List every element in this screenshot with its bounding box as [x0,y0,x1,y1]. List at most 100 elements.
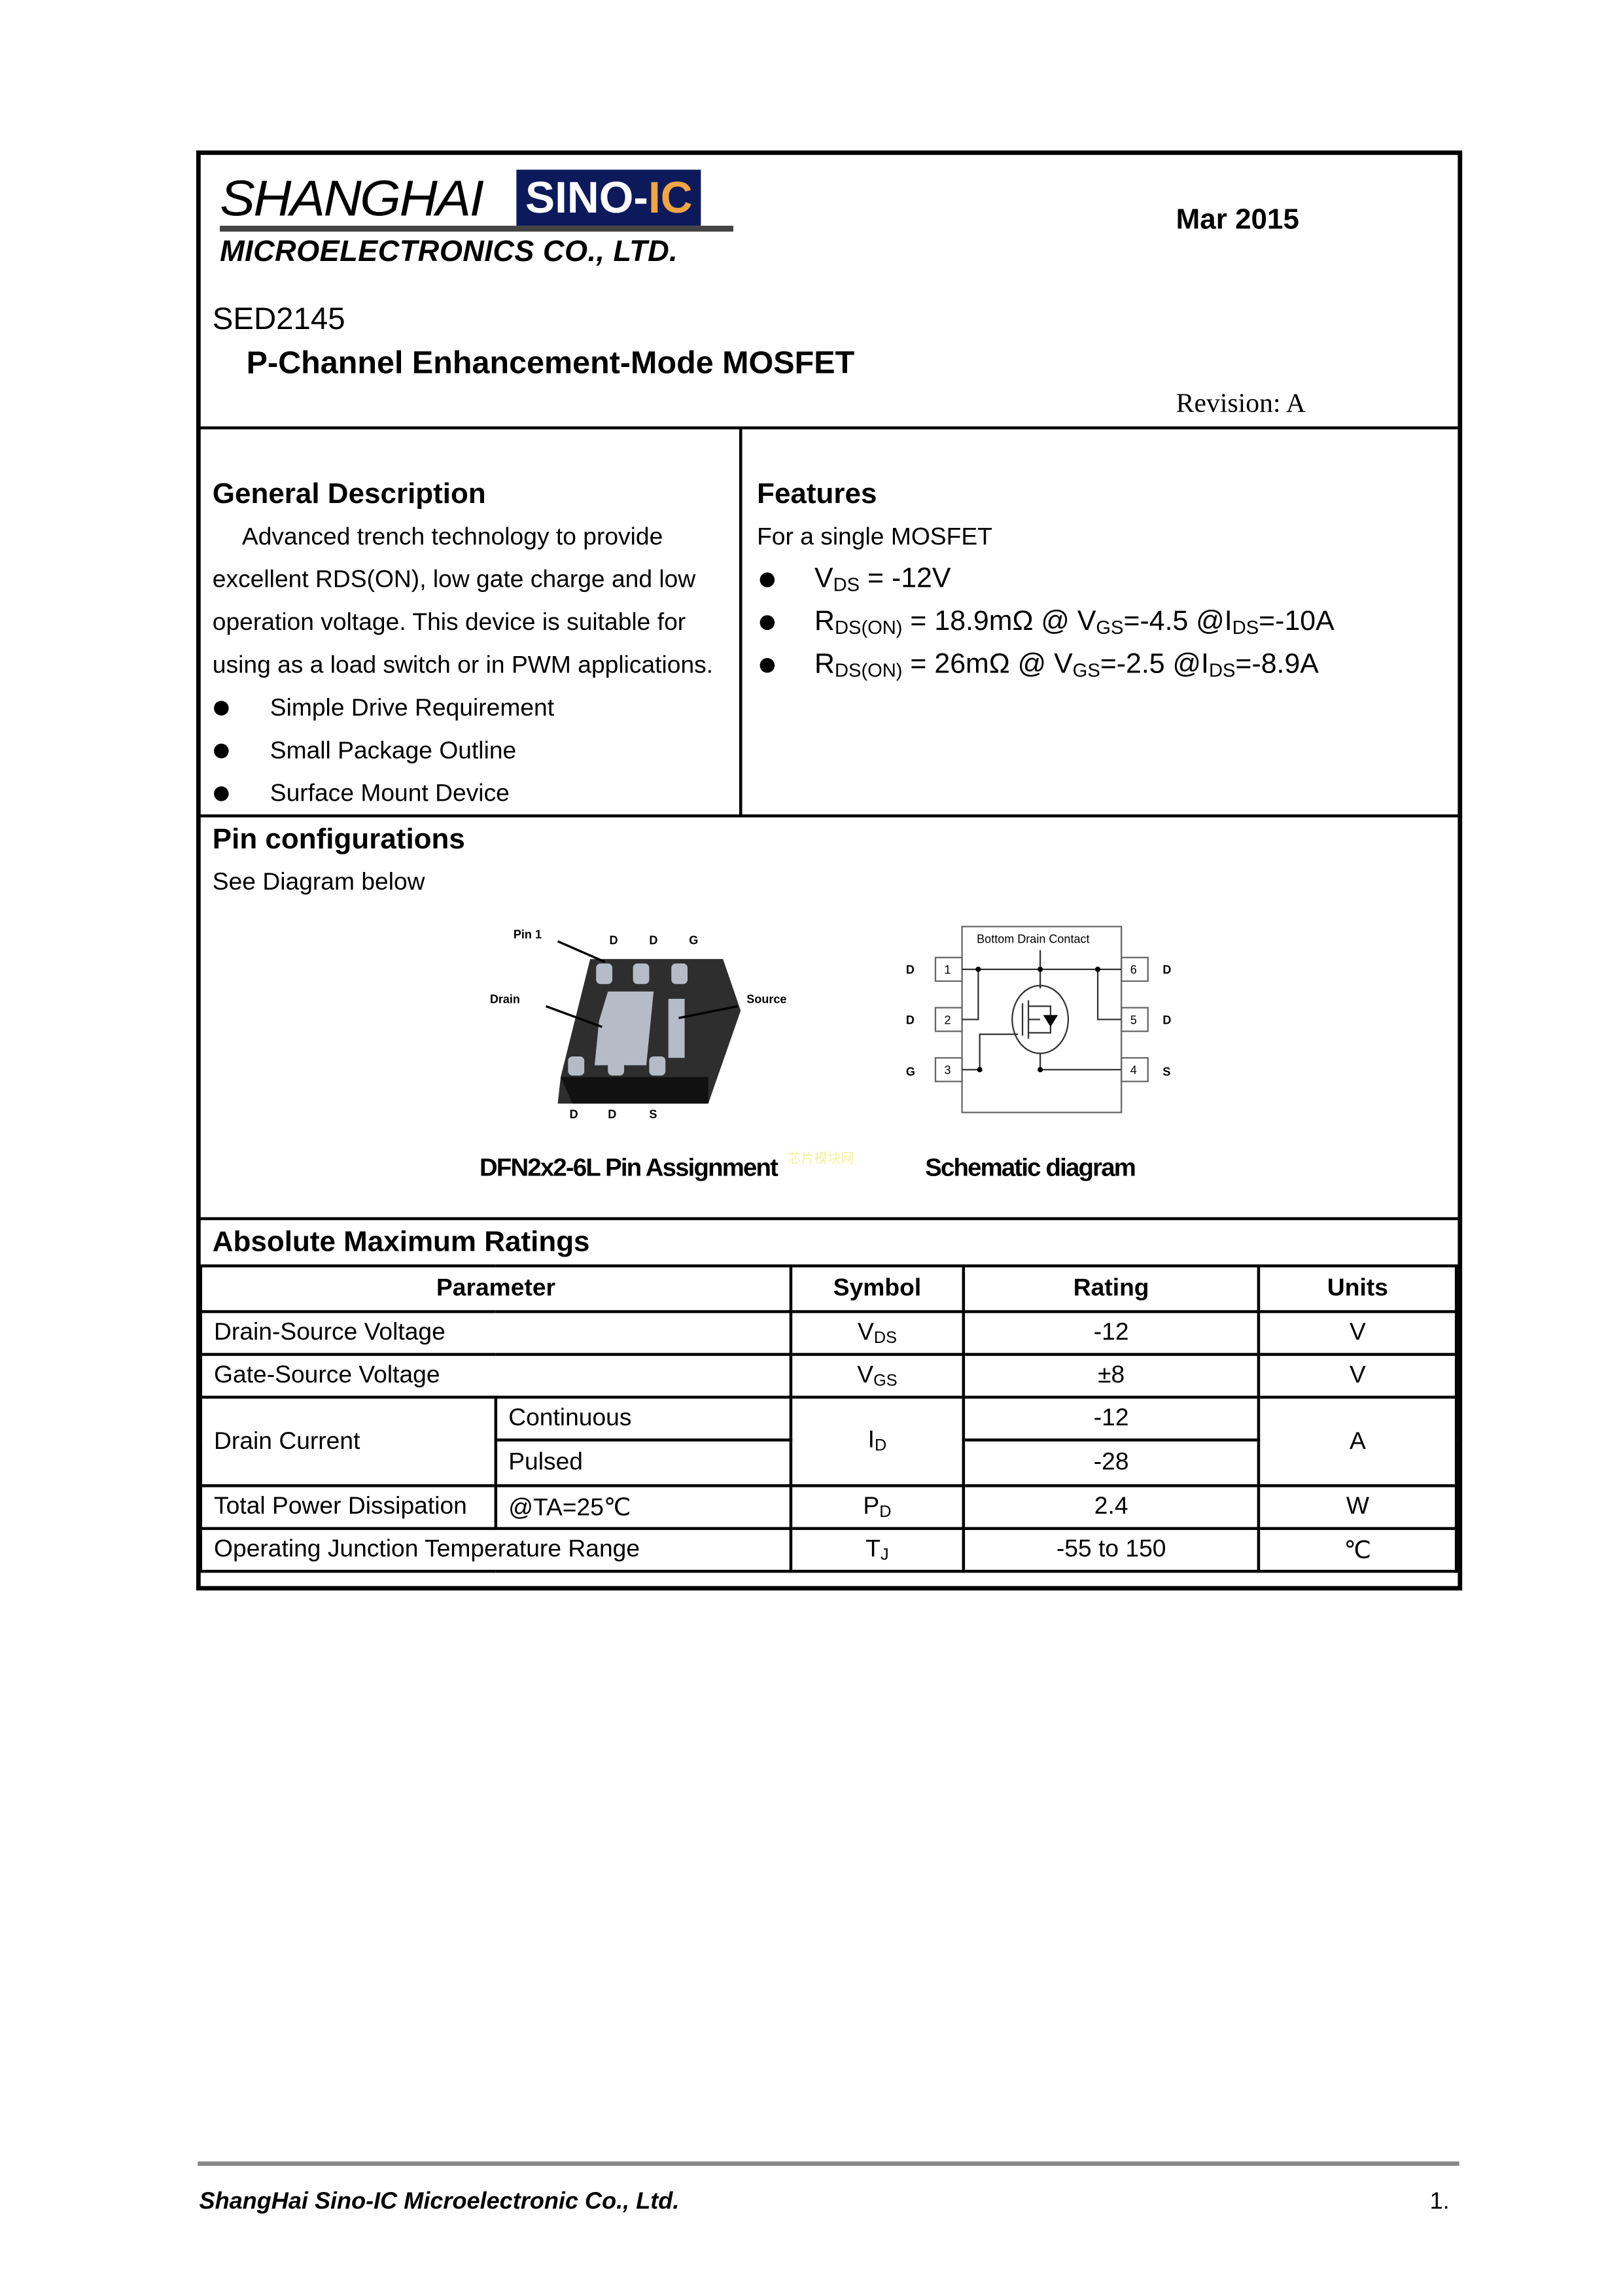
description-line: using as a load switch or in PWM applica… [212,652,714,679]
table-row: Pulsed -28 [201,1438,1456,1487]
feature-text: = -12V [860,563,951,595]
subscript: DS(ON) [835,616,903,638]
pin-diagrams: Pin 1 D D G Drain Source D D S Bottom [480,926,1171,1182]
svg-text:5: 5 [1130,1013,1137,1026]
logo-rule [220,226,733,232]
top-pin-label: D [649,934,657,947]
unit-cell: V [1257,1353,1458,1399]
feature-text: R [814,649,835,680]
footer-company: ShangHai Sino-IC Microelectronic Co., Lt… [199,2189,680,2215]
description-line: Advanced trench technology to provide [241,523,663,551]
absolute-maximum-ratings-table: Parameter Symbol Rating Units Drain-Sour… [199,1264,1458,1573]
bottom-pin-label: D [608,1108,616,1121]
schematic-drawing: Bottom Drain Contact 1 2 3 6 5 4 D D G D… [906,926,1171,1113]
svg-text:3: 3 [945,1064,951,1077]
divider [199,814,1458,818]
unit-cell: A [1257,1395,1458,1487]
divider [199,1217,1458,1221]
top-pin-label: D [610,934,618,947]
divider [199,426,1458,430]
rating-cell: -28 [962,1438,1261,1487]
subscript: DS [833,573,860,596]
bullet-icon [214,743,229,759]
schematic-caption: Schematic diagram [925,1154,1135,1182]
symbol-cell: VDS [790,1310,965,1356]
svg-text:D: D [906,1013,915,1026]
rating-cell: 2.4 [962,1484,1261,1530]
svg-text:D: D [906,964,915,977]
symbol-cell: PD [790,1484,965,1530]
subscript: GS [1096,616,1124,638]
logo-microelectronics: MICROELECTRONICS CO., LTD. [220,235,678,269]
unit-cell: W [1257,1484,1458,1530]
bullet-icon [759,657,775,673]
unit-cell: V [1257,1310,1458,1356]
feature-text: V [814,563,833,595]
logo-badge-accent: IC [648,174,693,223]
bullet-icon [759,615,775,631]
column-header: Units [1257,1264,1458,1313]
table-row: Drain-Source Voltage VDS -12 V [199,1310,1458,1356]
part-number: SED2145 [212,302,345,337]
feature-text: = 26mΩ @ V [902,649,1073,680]
bottom-pin-label: D [570,1108,578,1121]
source-label: Source [746,993,786,1006]
feature-text: = 18.9mΩ @ V [902,606,1096,638]
description-line: operation voltage. This device is suitab… [212,609,686,636]
feature-item: VDS = -12V [814,564,951,597]
page-number: 1. [1429,2189,1450,2215]
condition-cell: Continuous [493,1395,793,1442]
subscript: DS [1208,659,1236,682]
page-frame [196,150,1463,1591]
feature-text: =-10A [1259,606,1335,638]
bullet-icon [214,701,229,716]
divider [739,428,742,816]
rating-cell: -12 [962,1395,1261,1442]
logo-shanghai: SHANGHAI [220,171,484,228]
svg-text:1: 1 [945,964,951,977]
bottom-pin-label: S [649,1108,657,1121]
symbol-cell: ID [790,1395,965,1487]
condition-cell: @TA=25℃ [493,1484,793,1530]
page-title: P-Channel Enhancement-Mode MOSFET [246,345,855,381]
schematic-box-label: Bottom Drain Contact [977,932,1089,945]
bullet-icon [214,786,229,801]
features-heading: Features [757,478,877,511]
pin-config-subtitle: See Diagram below [212,869,425,896]
package-caption: DFN2x2-6L Pin Assignment [480,1154,778,1182]
table-row: Drain Current Continuous ID -12 A [199,1395,1458,1487]
table-row: Total Power Dissipation @TA=25℃ PD 2.4 W [199,1484,1458,1530]
feature-text: R [814,606,835,638]
rating-cell: -55 to 150 [962,1527,1261,1573]
pin1-label: Pin 1 [514,928,542,941]
unit-cell: ℃ [1257,1527,1458,1573]
features-intro: For a single MOSFET [757,523,992,551]
symbol-cell: VGS [790,1353,965,1399]
parameter-cell: Drain Current [199,1395,497,1487]
feature-text: =-2.5 @I [1100,649,1209,680]
package-drawing: Pin 1 D D G Drain Source D D S [490,928,787,1121]
table-row: Gate-Source Voltage VGS ±8 V [199,1353,1458,1399]
general-description-heading: General Description [212,478,486,511]
logo-sino-ic: SINO-IC [516,169,702,226]
parameter-cell: Total Power Dissipation [199,1484,497,1530]
symbol-cell: TJ [790,1527,965,1573]
parameter-cell: Operating Junction Temperature Range [199,1527,793,1573]
table-header-row: Parameter Symbol Rating Units [199,1264,1458,1313]
revision: Revision: A [1176,389,1306,419]
column-header: Parameter [199,1264,793,1313]
condition-cell: Pulsed [493,1438,793,1487]
logo-badge-text: SINO- [525,174,648,223]
svg-text:D: D [1162,964,1171,977]
svg-text:6: 6 [1130,964,1137,977]
feature-text: =-4.5 @I [1123,606,1232,638]
ratings-heading: Absolute Maximum Ratings [212,1226,590,1259]
footer-rule [198,2161,1459,2166]
column-header: Symbol [790,1264,965,1313]
rating-cell: ±8 [962,1353,1261,1399]
rating-cell: -12 [962,1310,1261,1356]
parameter-cell: Drain-Source Voltage [199,1310,793,1356]
drain-label: Drain [490,993,520,1006]
feature-item: RDS(ON) = 18.9mΩ @ VGS=-4.5 @IDS=-10A [814,606,1335,639]
